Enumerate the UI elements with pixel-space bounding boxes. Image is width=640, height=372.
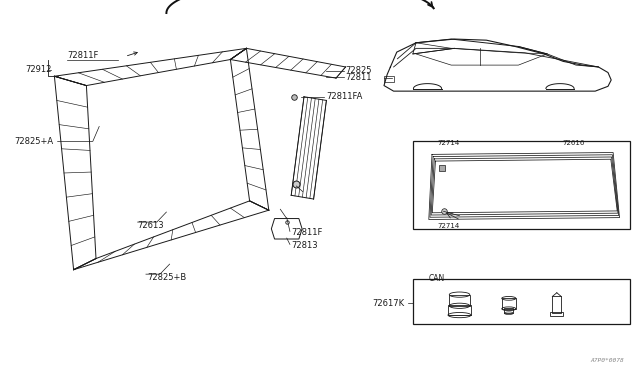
Bar <box>552 296 561 313</box>
Text: 72617K: 72617K <box>372 299 404 308</box>
Text: 72714: 72714 <box>437 223 460 229</box>
Text: 72825: 72825 <box>346 66 372 75</box>
Bar <box>413 141 630 229</box>
Bar <box>504 308 513 313</box>
Text: 72714: 72714 <box>437 140 460 146</box>
Text: 72813: 72813 <box>291 241 318 250</box>
Text: A7P0*0078: A7P0*0078 <box>590 358 624 363</box>
Text: 72825+B: 72825+B <box>147 273 186 282</box>
Text: 72811F: 72811F <box>67 51 99 60</box>
Text: 72613: 72613 <box>138 221 164 230</box>
Text: 72912: 72912 <box>26 65 52 74</box>
Text: 72811F: 72811F <box>291 228 323 237</box>
Bar <box>550 312 563 316</box>
Bar <box>449 295 470 306</box>
Bar <box>413 279 630 324</box>
Bar <box>384 76 394 82</box>
Text: 72825+A: 72825+A <box>14 137 53 146</box>
Text: 72811: 72811 <box>346 73 372 81</box>
Bar <box>448 305 471 315</box>
Text: 72811FA: 72811FA <box>326 92 363 101</box>
Bar <box>502 298 516 309</box>
Text: CAN: CAN <box>429 275 445 283</box>
Text: 72616: 72616 <box>562 140 584 146</box>
